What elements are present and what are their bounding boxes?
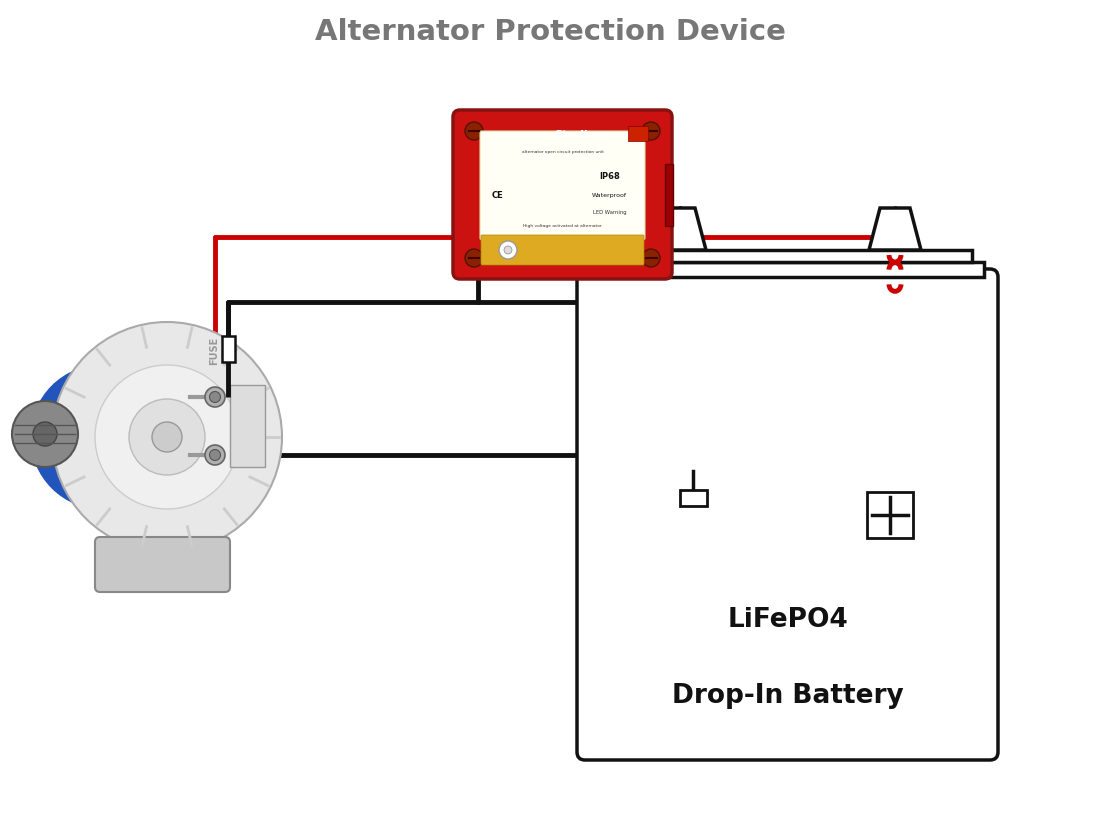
Text: High voltage activated at alternator: High voltage activated at alternator bbox=[524, 224, 602, 228]
Text: LiFePO4: LiFePO4 bbox=[727, 606, 848, 632]
Circle shape bbox=[12, 402, 78, 467]
Polygon shape bbox=[654, 208, 706, 251]
Polygon shape bbox=[869, 208, 921, 251]
Circle shape bbox=[465, 123, 483, 141]
Circle shape bbox=[504, 246, 512, 255]
Circle shape bbox=[642, 123, 660, 141]
Bar bbox=[221, 337, 234, 363]
Text: CE: CE bbox=[492, 191, 504, 200]
Bar bbox=[680, 491, 706, 506]
Bar bbox=[666, 165, 673, 227]
Circle shape bbox=[52, 323, 282, 552]
Text: Waterproof: Waterproof bbox=[592, 193, 627, 198]
Bar bbox=[603, 251, 972, 263]
Circle shape bbox=[129, 399, 205, 476]
Circle shape bbox=[642, 250, 660, 268]
Circle shape bbox=[209, 450, 220, 461]
Circle shape bbox=[499, 241, 517, 260]
Circle shape bbox=[209, 392, 220, 403]
Text: FUSE: FUSE bbox=[209, 336, 219, 364]
Text: Alternator Protection Device: Alternator Protection Device bbox=[315, 18, 785, 46]
Text: IP68: IP68 bbox=[600, 172, 620, 181]
FancyBboxPatch shape bbox=[453, 111, 672, 280]
Bar bbox=[243, 418, 271, 472]
FancyBboxPatch shape bbox=[481, 236, 644, 265]
FancyBboxPatch shape bbox=[578, 270, 998, 760]
Circle shape bbox=[205, 446, 225, 466]
Bar bbox=[230, 385, 265, 467]
Circle shape bbox=[465, 250, 483, 268]
Text: Sterling: Sterling bbox=[554, 131, 604, 141]
Circle shape bbox=[33, 423, 57, 447]
Circle shape bbox=[205, 388, 225, 408]
Bar bbox=[867, 492, 913, 538]
Bar bbox=[628, 127, 648, 141]
Circle shape bbox=[152, 423, 182, 452]
Text: Drop-In Battery: Drop-In Battery bbox=[672, 682, 903, 708]
Bar bbox=[591, 263, 984, 278]
Circle shape bbox=[95, 366, 239, 509]
FancyBboxPatch shape bbox=[95, 538, 230, 592]
Circle shape bbox=[31, 366, 175, 509]
Text: LED Warning: LED Warning bbox=[593, 210, 627, 215]
Text: alternator open circuit protection unit: alternator open circuit protection unit bbox=[521, 150, 604, 154]
FancyBboxPatch shape bbox=[480, 131, 645, 241]
